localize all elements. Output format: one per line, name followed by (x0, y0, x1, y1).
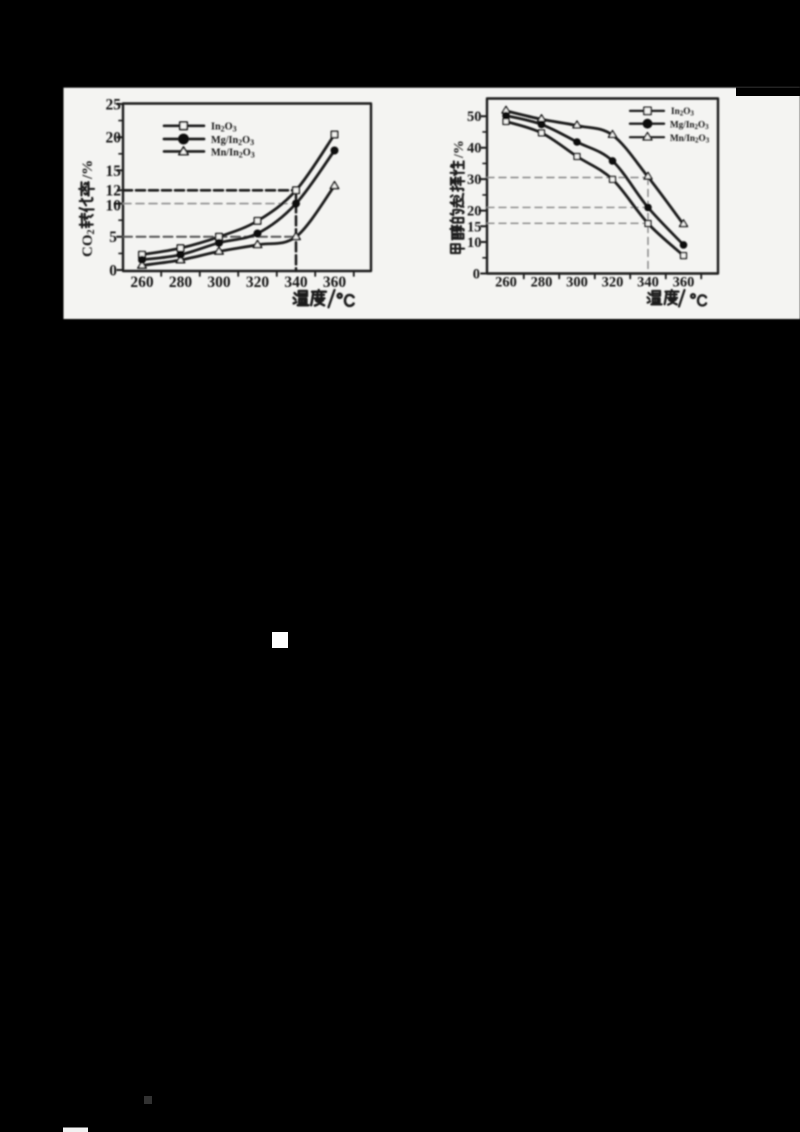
svg-text:300: 300 (207, 274, 231, 291)
svg-text:5: 5 (109, 229, 117, 246)
svg-text:CO2: CO2 (80, 230, 97, 258)
svg-text:50: 50 (467, 109, 482, 125)
svg-text:10: 10 (467, 235, 482, 251)
svg-text:30: 30 (467, 172, 482, 188)
svg-text:360: 360 (323, 274, 347, 291)
svg-text:/%: /% (80, 160, 96, 180)
svg-text:Mn/In2O3: Mn/In2O3 (670, 133, 710, 145)
svg-text:12: 12 (106, 183, 122, 200)
svg-text:Mn/In2O3: Mn/In2O3 (211, 148, 255, 160)
svg-text:320: 320 (246, 274, 270, 291)
svg-text:In2O3: In2O3 (211, 122, 237, 134)
svg-text:360: 360 (673, 275, 695, 291)
svg-text:280: 280 (531, 275, 553, 291)
svg-text:0: 0 (473, 267, 480, 283)
svg-text:In2O3: In2O3 (671, 106, 694, 118)
svg-text:15: 15 (106, 163, 122, 180)
svg-text:15: 15 (467, 219, 482, 235)
svg-text:40: 40 (467, 141, 482, 157)
svg-text:Mg/In2O3: Mg/In2O3 (670, 119, 709, 131)
svg-text:10: 10 (106, 197, 122, 214)
svg-text:280: 280 (169, 274, 193, 291)
svg-text:300: 300 (566, 275, 588, 291)
svg-text:340: 340 (284, 274, 308, 291)
svg-text:260: 260 (495, 275, 517, 291)
svg-text:20: 20 (106, 130, 122, 147)
svg-text:Mg/In2O3: Mg/In2O3 (211, 135, 254, 147)
svg-text:340: 340 (637, 275, 659, 291)
svg-text:20: 20 (467, 204, 482, 220)
svg-text:260: 260 (130, 274, 154, 291)
svg-text:320: 320 (602, 275, 624, 291)
svg-text:0: 0 (109, 262, 117, 279)
svg-text:25: 25 (106, 96, 122, 113)
svg-text:/%: /% (452, 140, 467, 159)
